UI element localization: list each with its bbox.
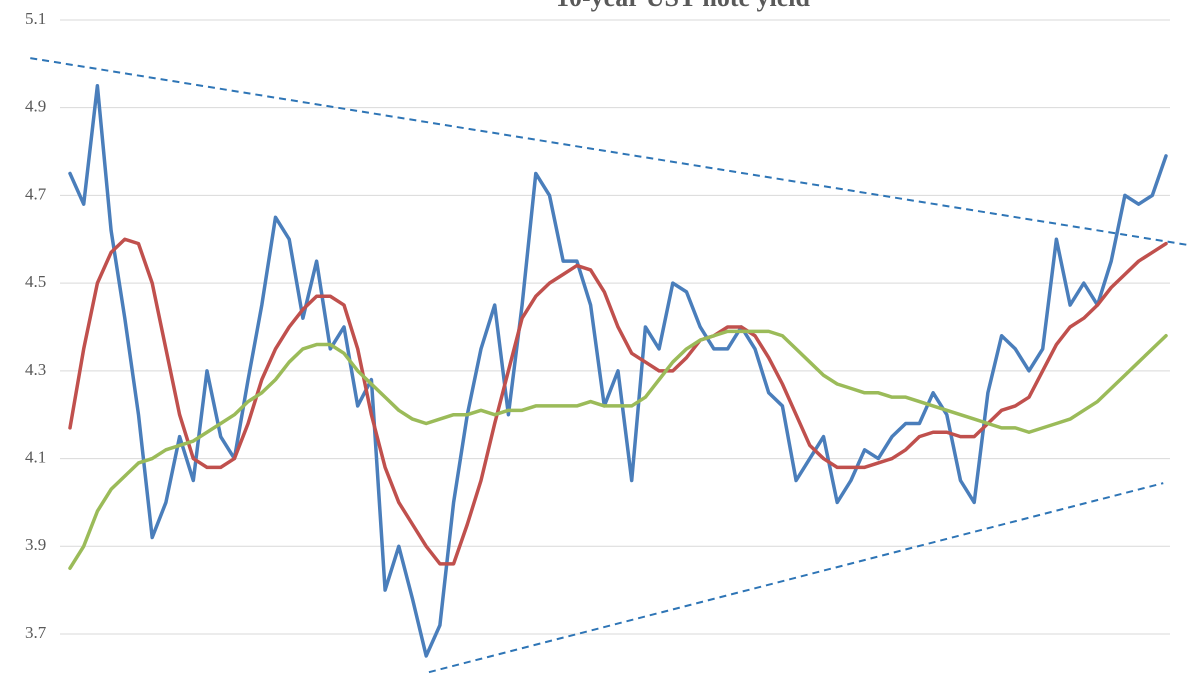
y-tick-label: 3.7 bbox=[25, 623, 47, 642]
series-line bbox=[68, 329, 1168, 570]
y-tick-label: 4.7 bbox=[25, 184, 47, 203]
y-tick-label: 5.1 bbox=[25, 9, 46, 28]
y-tick-label: 3.9 bbox=[25, 535, 46, 554]
y-tick-label: 4.1 bbox=[25, 447, 46, 466]
trend-line bbox=[30, 57, 1189, 246]
trend-line bbox=[428, 482, 1164, 674]
y-tick-label: 4.5 bbox=[25, 272, 46, 291]
y-tick-label: 4.3 bbox=[25, 360, 46, 379]
plot: 3.7 3.9 4.1 4.3 4.5 4.7 4.9 5.1 bbox=[25, 9, 1189, 674]
chart-title: 10-year UST note yield bbox=[556, 0, 811, 12]
y-tick-label: 4.9 bbox=[25, 97, 46, 116]
series-line bbox=[68, 237, 1168, 566]
